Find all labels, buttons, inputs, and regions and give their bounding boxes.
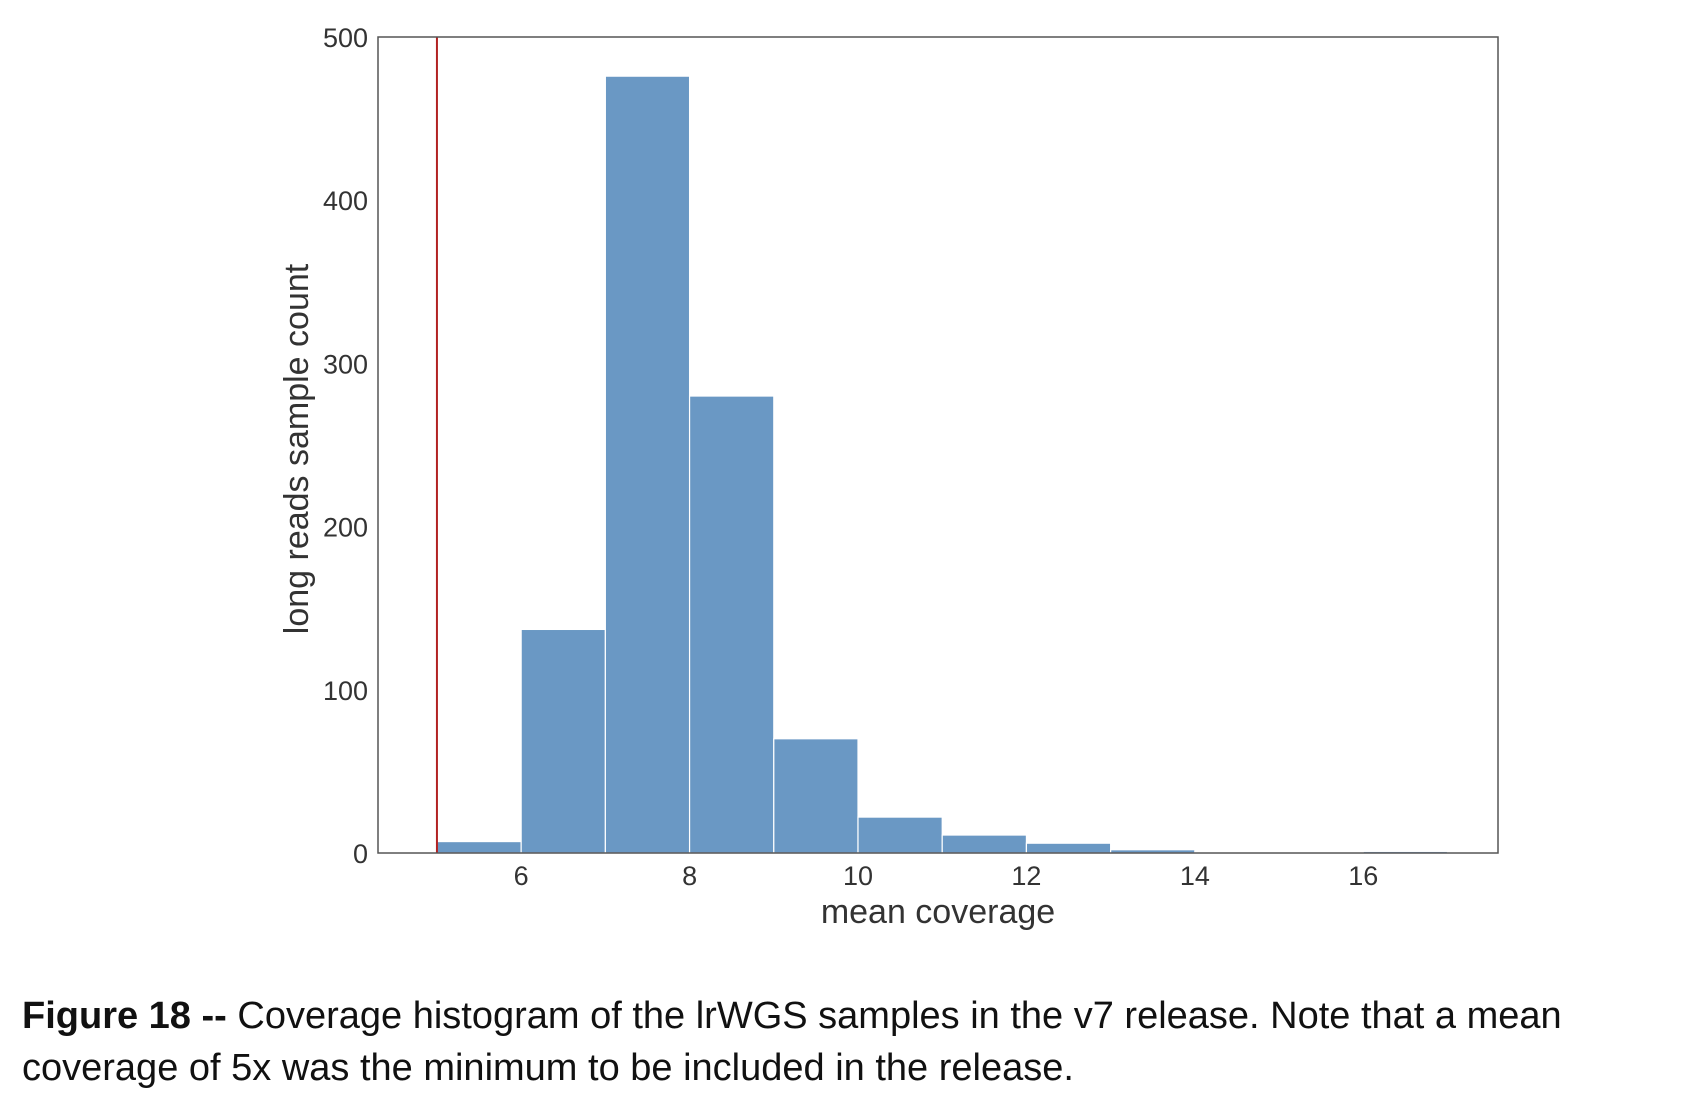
y-tick-label: 500 [323,23,368,53]
plot-area-frame [377,36,1499,854]
y-axis-ticks: 0 100 200 300 400 500 [323,23,368,869]
x-tick-label: 16 [1348,861,1378,891]
x-tick-label: 10 [843,861,873,891]
figure-caption-text: Coverage histogram of the lrWGS samples … [22,995,1562,1089]
x-axis-ticks: 6 8 10 12 14 16 [514,861,1379,891]
x-tick-label: 8 [682,861,697,891]
y-tick-label: 400 [323,186,368,216]
bars-layer [436,75,1449,854]
histogram-bar [520,628,606,854]
y-tick-label: 0 [353,839,368,869]
y-tick-label: 100 [323,676,368,706]
coverage-histogram-chart: 0 100 200 300 400 500 6 8 10 12 14 16 mean coverag… [278,23,1499,931]
x-tick-label: 6 [514,861,529,891]
figure-caption: Figure 18 -- Coverage histogram of the l… [22,990,1682,1094]
histogram-bar [1025,842,1112,854]
histogram-bar [773,738,859,854]
y-axis-label: long reads sample count [278,263,316,634]
x-tick-label: 14 [1180,861,1210,891]
y-tick-label: 200 [323,513,368,543]
x-tick-label: 12 [1011,861,1041,891]
x-axis-label: mean coverage [821,893,1055,931]
histogram-bar [604,75,691,854]
histogram-bar [941,834,1028,854]
histogram-bar [688,395,775,854]
figure-caption-label: Figure 18 -- [22,995,227,1037]
histogram-bar [436,840,522,854]
y-tick-label: 300 [323,349,368,379]
histogram-bar [857,816,943,854]
